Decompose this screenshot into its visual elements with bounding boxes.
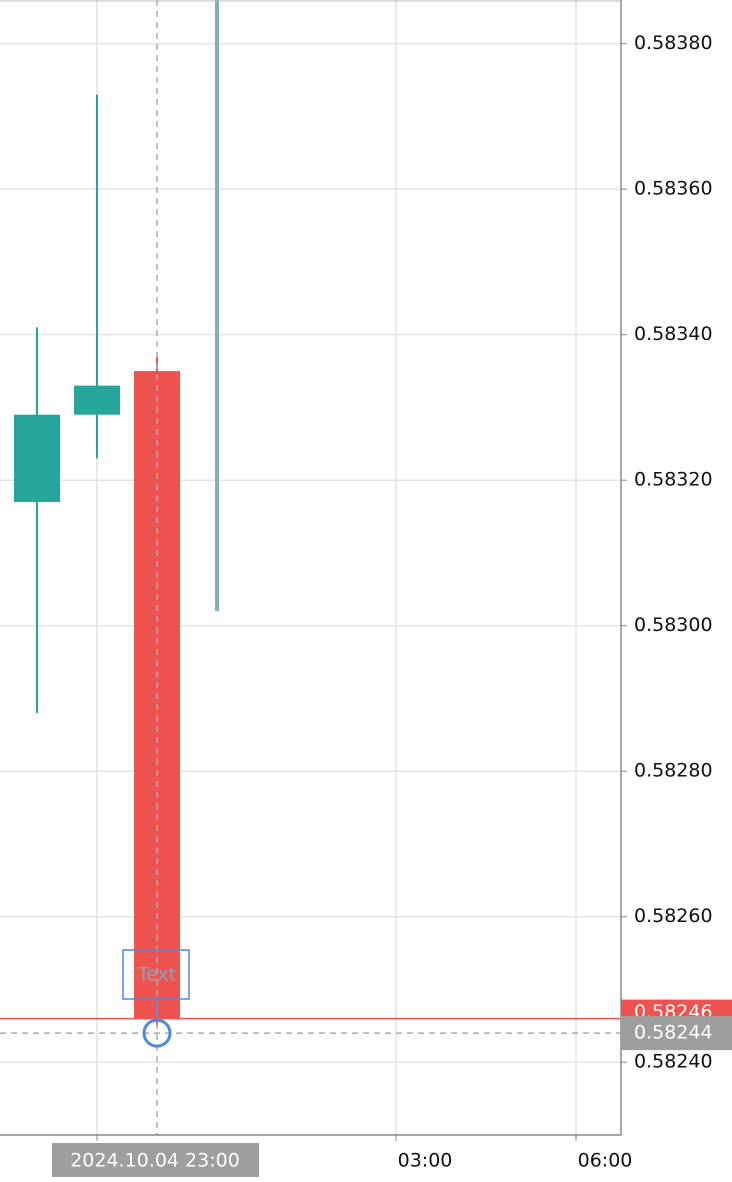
crosshair-price-badge: [621, 1016, 732, 1051]
candle-body: [14, 414, 60, 503]
last-price-badge: [621, 999, 732, 1022]
y-tick-label: 0.58300: [634, 614, 713, 636]
x-tick-label: 06:00: [578, 1150, 633, 1172]
crosshair-time-label: 2024.10.04 23:00: [70, 1150, 240, 1172]
y-tick-label: 0.58240: [634, 1051, 713, 1073]
y-tick-label: 0.58360: [634, 178, 713, 200]
annotation-anchor: [142, 1018, 172, 1048]
annotation-text: Text: [137, 964, 176, 986]
y-tick-label: 0.58340: [634, 323, 713, 345]
candle-body: [74, 385, 120, 415]
y-tick-label: 0.58320: [634, 469, 713, 491]
x-tick-label: 03:00: [398, 1150, 453, 1172]
crosshair-price-label: 0.58244: [634, 1022, 713, 1044]
y-tick-label: 0.58260: [634, 905, 713, 927]
y-tick-label: 0.58280: [634, 760, 713, 782]
annotation-box: [122, 949, 190, 1000]
y-tick-label: 0.58380: [634, 32, 713, 54]
crosshair-time-badge: [52, 1143, 259, 1177]
